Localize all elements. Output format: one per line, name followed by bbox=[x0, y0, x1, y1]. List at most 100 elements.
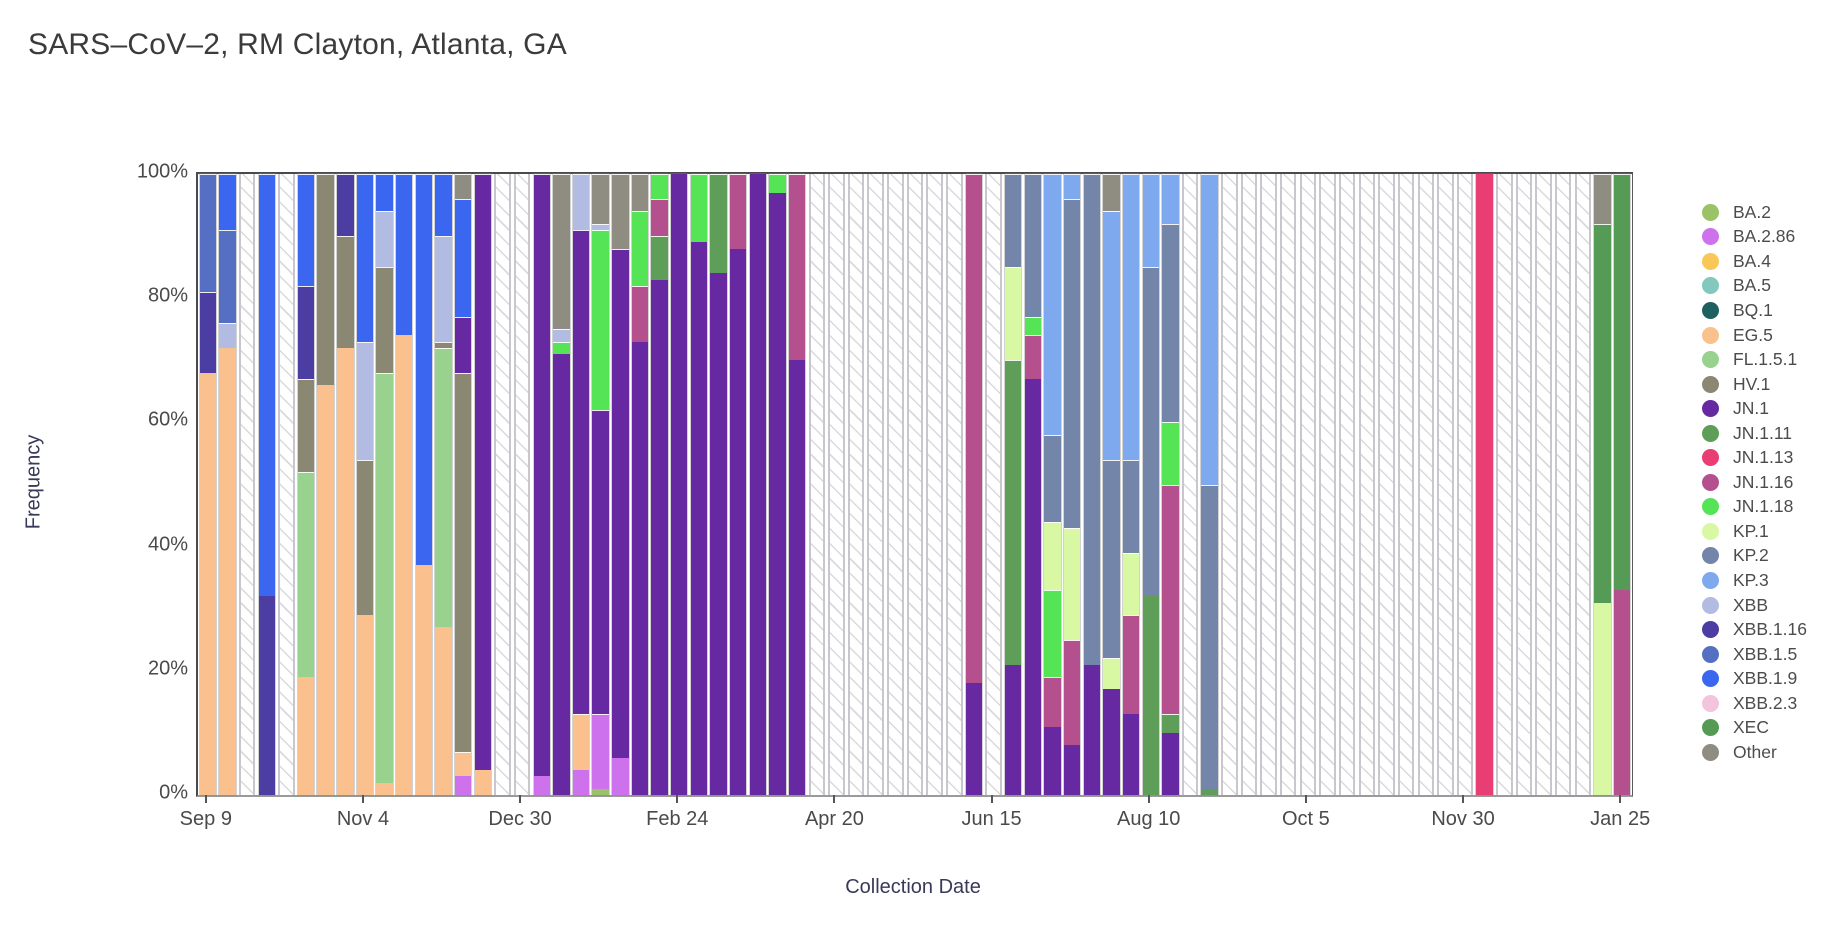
stacked-bar[interactable] bbox=[376, 174, 393, 795]
bar-segment-JN.1.16[interactable] bbox=[788, 174, 806, 361]
bar-segment-JN.1[interactable] bbox=[533, 174, 550, 777]
stacked-bar[interactable] bbox=[1122, 174, 1140, 795]
bar-segment-KP.3[interactable] bbox=[1201, 174, 1218, 485]
stacked-bar[interactable] bbox=[1103, 174, 1120, 795]
bar-segment-XBB.1.9[interactable] bbox=[376, 174, 393, 212]
bar-segment-HV.1[interactable] bbox=[376, 267, 393, 373]
bar-segment-EG.5[interactable] bbox=[454, 751, 472, 777]
stacked-bar[interactable] bbox=[356, 174, 374, 795]
bar-segment-KP.2[interactable] bbox=[1004, 174, 1022, 268]
bar-segment-JN.1[interactable] bbox=[651, 279, 668, 795]
bar-segment-HV.1[interactable] bbox=[435, 341, 452, 348]
bar-segment-KP.1[interactable] bbox=[1594, 602, 1611, 795]
bar-segment-JN.1[interactable] bbox=[729, 248, 747, 795]
bar-segment-KP.1[interactable] bbox=[1103, 658, 1120, 690]
bar-segment-EG.5[interactable] bbox=[337, 347, 354, 795]
bar-segment-EG.5[interactable] bbox=[396, 335, 413, 795]
legend-item-JN.1[interactable]: JN.1 bbox=[1702, 396, 1807, 421]
stacked-bar[interactable] bbox=[612, 174, 629, 795]
stacked-bar[interactable] bbox=[474, 174, 492, 795]
bar-segment-KP.1[interactable] bbox=[1063, 528, 1081, 640]
bar-segment-KP.2[interactable] bbox=[1103, 459, 1120, 659]
stacked-bar[interactable] bbox=[454, 174, 472, 795]
bar-segment-XBB.1.9[interactable] bbox=[415, 174, 433, 566]
stacked-bar[interactable] bbox=[1063, 174, 1081, 795]
bar-segment-JN.1[interactable] bbox=[1122, 714, 1140, 795]
stacked-bar[interactable] bbox=[1024, 174, 1042, 795]
bar-segment-JN.1[interactable] bbox=[749, 174, 767, 795]
bar-segment-JN.1[interactable] bbox=[592, 410, 609, 715]
bar-segment-JN.1.18[interactable] bbox=[1024, 316, 1042, 336]
bar-segment-BA.2.86[interactable] bbox=[592, 714, 609, 789]
bar-segment-BA.2[interactable] bbox=[592, 788, 609, 795]
bar-segment-JN.1.18[interactable] bbox=[631, 211, 649, 286]
bar-segment-EG.5[interactable] bbox=[474, 770, 492, 795]
bar-segment-EG.5[interactable] bbox=[356, 614, 374, 795]
bar-segment-JN.1.16[interactable] bbox=[631, 285, 649, 342]
stacked-bar[interactable] bbox=[1142, 174, 1159, 795]
bar-segment-JN.1.16[interactable] bbox=[1613, 590, 1631, 795]
stacked-bar[interactable] bbox=[199, 174, 217, 795]
bar-segment-XBB.1.9[interactable] bbox=[454, 198, 472, 317]
stacked-bar[interactable] bbox=[415, 174, 433, 795]
bar-segment-XBB[interactable] bbox=[435, 236, 452, 342]
stacked-bar[interactable] bbox=[258, 174, 275, 795]
stacked-bar[interactable] bbox=[297, 174, 315, 795]
bar-segment-JN.1[interactable] bbox=[1004, 664, 1022, 795]
legend-item-JN.1.11[interactable]: JN.1.11 bbox=[1702, 421, 1807, 446]
legend-item-KP.1[interactable]: KP.1 bbox=[1702, 519, 1807, 544]
bar-segment-FL.1.5.1[interactable] bbox=[376, 372, 393, 783]
bar-segment-JN.1.18[interactable] bbox=[690, 174, 708, 243]
bar-segment-KP.1[interactable] bbox=[1122, 552, 1140, 615]
legend-item-XBB.1.9[interactable]: XBB.1.9 bbox=[1702, 666, 1807, 691]
legend-item-Other[interactable]: Other bbox=[1702, 740, 1807, 765]
bar-segment-HV.1[interactable] bbox=[356, 459, 374, 615]
stacked-bar[interactable] bbox=[553, 174, 570, 795]
bar-segment-JN.1.16[interactable] bbox=[965, 174, 983, 684]
bar-segment-EG.5[interactable] bbox=[415, 565, 433, 795]
bar-segment-XBB[interactable] bbox=[356, 341, 374, 460]
stacked-bar[interactable] bbox=[337, 174, 354, 795]
bar-segment-JN.1.11[interactable] bbox=[651, 236, 668, 280]
bar-segment-JN.1[interactable] bbox=[1103, 689, 1120, 795]
stacked-bar[interactable] bbox=[317, 174, 334, 795]
bar-segment-JN.1.18[interactable] bbox=[769, 174, 786, 193]
bar-segment-JN.1[interactable] bbox=[572, 229, 590, 715]
bar-segment-Other[interactable] bbox=[631, 174, 649, 212]
bar-segment-JN.1.16[interactable] bbox=[1024, 335, 1042, 379]
stacked-bar[interactable] bbox=[788, 174, 806, 795]
legend-item-XBB.2.3[interactable]: XBB.2.3 bbox=[1702, 691, 1807, 716]
bar-segment-KP.2[interactable] bbox=[1044, 434, 1061, 522]
legend-item-KP.2[interactable]: KP.2 bbox=[1702, 544, 1807, 569]
bar-segment-EG.5[interactable] bbox=[317, 385, 334, 795]
bar-segment-HV.1[interactable] bbox=[454, 372, 472, 752]
stacked-bar[interactable] bbox=[435, 174, 452, 795]
stacked-bar[interactable] bbox=[1594, 174, 1611, 795]
bar-segment-BA.2.86[interactable] bbox=[533, 776, 550, 795]
legend-item-XEC[interactable]: XEC bbox=[1702, 715, 1807, 740]
stacked-bar[interactable] bbox=[651, 174, 668, 795]
legend-item-FL.1.5.1[interactable]: FL.1.5.1 bbox=[1702, 347, 1807, 372]
bar-segment-JN.1.16[interactable] bbox=[1063, 639, 1081, 746]
stacked-bar[interactable] bbox=[533, 174, 550, 795]
legend-item-BA.2.86[interactable]: BA.2.86 bbox=[1702, 225, 1807, 250]
bar-segment-JN.1[interactable] bbox=[788, 360, 806, 795]
stacked-bar[interactable] bbox=[965, 174, 983, 795]
stacked-bar[interactable] bbox=[690, 174, 708, 795]
bar-segment-KP.2[interactable] bbox=[1063, 198, 1081, 528]
bar-segment-JN.1[interactable] bbox=[965, 683, 983, 795]
stacked-bar[interactable] bbox=[592, 174, 609, 795]
bar-segment-XBB.1.9[interactable] bbox=[356, 174, 374, 342]
bar-segment-XBB.1.16[interactable] bbox=[199, 292, 217, 373]
bar-segment-JN.1.11[interactable] bbox=[710, 174, 727, 274]
bar-segment-HV.1[interactable] bbox=[317, 174, 334, 386]
bar-segment-XBB.1.9[interactable] bbox=[258, 174, 275, 597]
stacked-bar[interactable] bbox=[1201, 174, 1218, 795]
legend-item-JN.1.16[interactable]: JN.1.16 bbox=[1702, 470, 1807, 495]
stacked-bar[interactable] bbox=[219, 174, 236, 795]
stacked-bar[interactable] bbox=[1162, 174, 1179, 795]
bar-segment-JN.1[interactable] bbox=[710, 273, 727, 795]
legend-item-HV.1[interactable]: HV.1 bbox=[1702, 372, 1807, 397]
bar-segment-BA.2.86[interactable] bbox=[454, 776, 472, 795]
stacked-bar[interactable] bbox=[1044, 174, 1061, 795]
